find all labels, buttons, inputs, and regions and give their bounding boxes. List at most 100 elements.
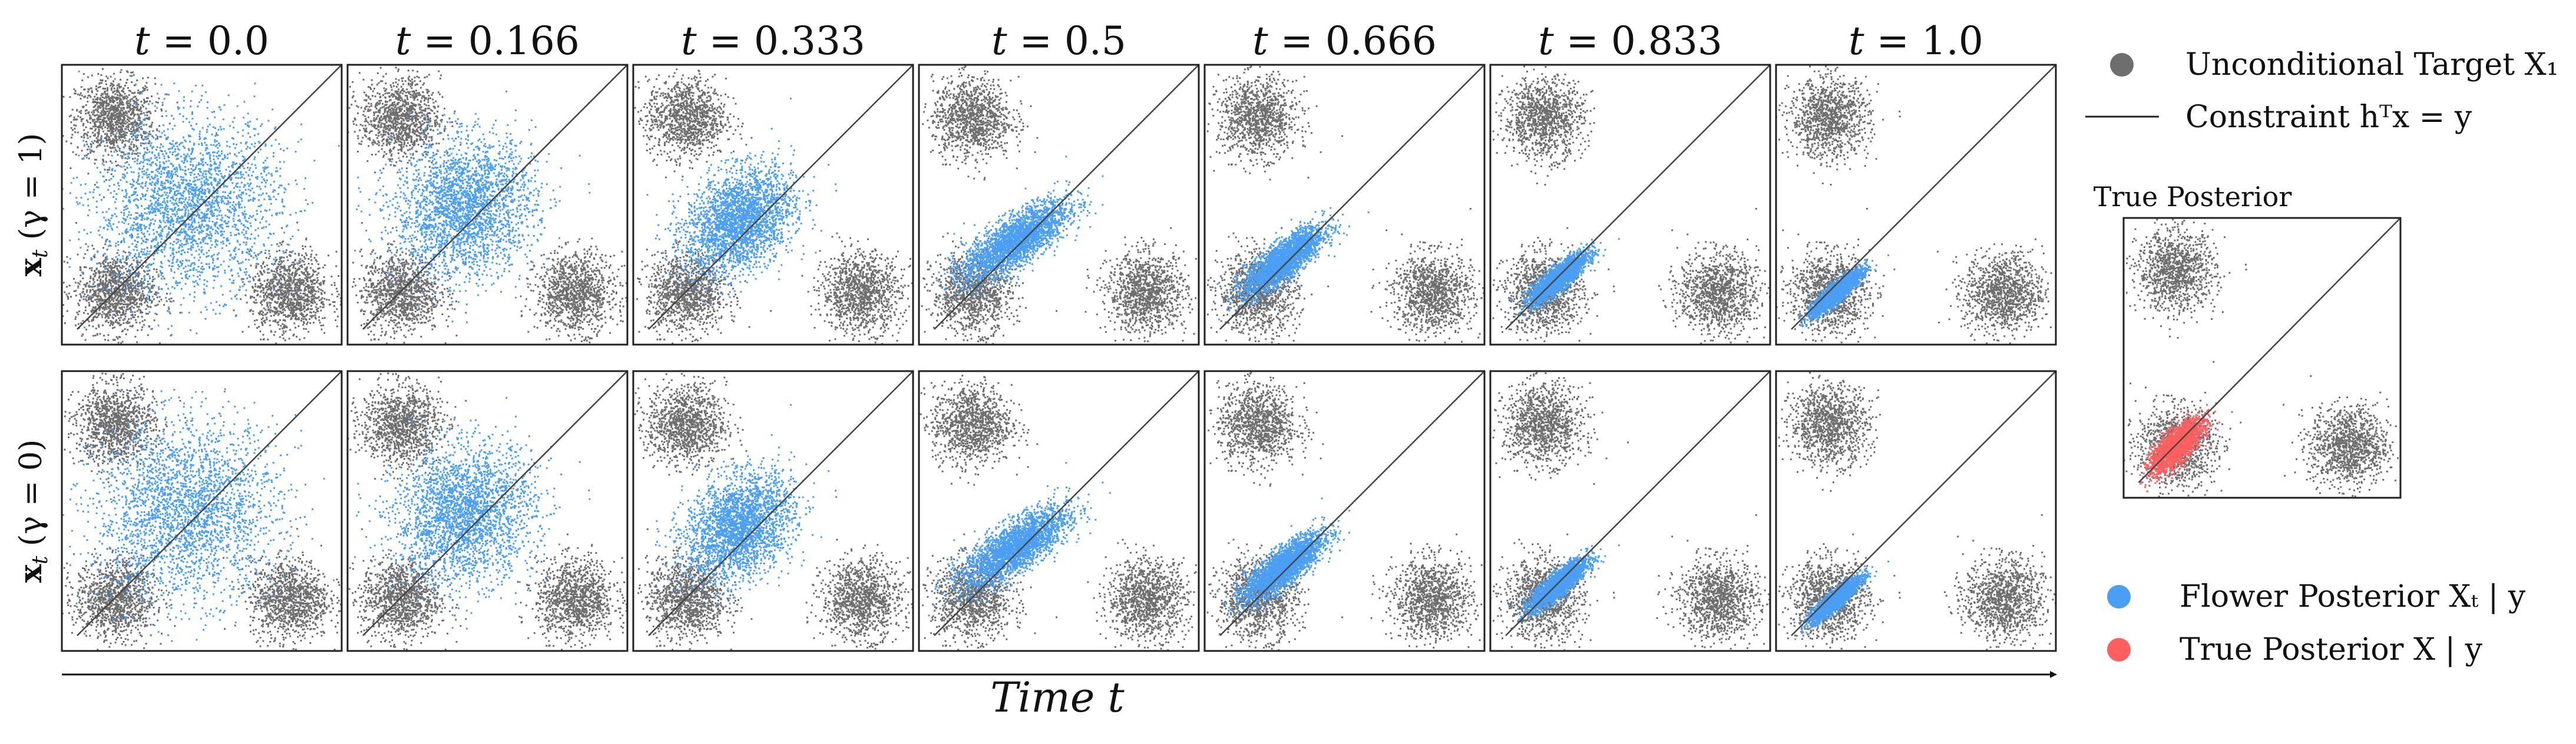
target-samples [1658, 208, 1779, 349]
legend-true-label: True Posterior X | y [2180, 632, 2483, 667]
target-cluster-3 [2283, 375, 2409, 507]
panel-r2-c3-points [619, 371, 947, 662]
target-samples [1944, 514, 2065, 655]
inset-panel [2115, 206, 2409, 507]
target-samples [1937, 239, 2065, 353]
target-cluster-1 [914, 47, 1039, 180]
target-cluster-1 [1489, 58, 1595, 186]
inset-true-posterior: True Posterior [2094, 181, 2410, 507]
panel-r2-c6-points [1484, 359, 1785, 667]
panel-r2-c6 [1484, 359, 1785, 667]
target-cluster-3 [801, 233, 916, 361]
target-cluster-3 [1937, 239, 2065, 353]
panel-r1-c1 [41, 53, 376, 356]
row-label-gamma: (γ = 1) [14, 133, 49, 250]
column-title-value: = 0.166 [411, 18, 580, 64]
target-samples [2116, 206, 2247, 339]
panel-r2-c2 [333, 339, 661, 662]
panel-r2-c4 [905, 353, 1218, 667]
row-label-var: x [13, 564, 49, 583]
target-samples [1488, 359, 1629, 485]
target-cluster-1 [1775, 364, 1881, 492]
column-title-5: t = 0.666 [1252, 18, 1437, 64]
panel-r1-c4 [914, 47, 1219, 361]
column-title-value: = 0.5 [1007, 18, 1126, 64]
panel-r1-c5-points [1198, 52, 1504, 361]
target-cluster-1 [905, 353, 1038, 485]
posterior-samples [43, 364, 385, 660]
panel-r2-c3 [619, 371, 947, 662]
column-title-symbol: t [1252, 18, 1268, 64]
row-label-2: xt (γ = 0) [13, 439, 52, 583]
target-samples [905, 353, 1038, 485]
row-label-sub: t [28, 555, 52, 564]
target-samples [914, 534, 1057, 662]
panel-r1-c4-points [914, 47, 1219, 361]
panel-r1-c7 [1767, 52, 2065, 353]
inset-title: True Posterior [2094, 181, 2292, 213]
target-cluster-1 [53, 359, 187, 484]
target-cluster-3 [1944, 514, 2065, 655]
column-title-3: t = 0.333 [681, 18, 865, 64]
row-label-gamma: (γ = 0) [14, 439, 49, 556]
target-cluster-3 [1656, 514, 1785, 658]
panel-r2-c7-points [1767, 364, 2065, 658]
column-title-1: t = 0.0 [134, 18, 269, 64]
inset-plot [2115, 206, 2409, 507]
column-title-value: = 0.0 [150, 18, 269, 64]
panel-r1-c2-points [333, 33, 661, 355]
target-samples [520, 237, 661, 353]
column-title-7: t = 1.0 [1848, 18, 1983, 64]
legend-flower-marker [2107, 585, 2131, 609]
target-samples [1767, 208, 1896, 352]
panel-r2-c5 [1199, 353, 1504, 667]
target-cluster-1 [1201, 52, 1343, 181]
target-samples [914, 47, 1039, 180]
target-samples [1199, 353, 1324, 487]
panel-r2-c4-points [905, 353, 1218, 667]
target-samples [517, 534, 661, 662]
target-samples [223, 528, 356, 662]
target-samples [806, 539, 947, 660]
target-cluster-2 [914, 534, 1057, 662]
inset-panel-points [2115, 206, 2409, 507]
target-cluster-1 [1199, 353, 1324, 487]
target-samples [628, 227, 772, 356]
column-title-symbol: t [395, 18, 411, 64]
legend-flower-label: Flower Posterior Xₜ | y [2180, 579, 2526, 614]
column-title-symbol: t [681, 18, 697, 64]
column-title-2: t = 0.166 [395, 18, 580, 64]
constraint-line [1791, 65, 2056, 329]
target-samples [1656, 514, 1785, 658]
panel-r1-c1-points [41, 53, 376, 356]
target-cluster-1 [2116, 206, 2247, 339]
panel-r1-c6 [1482, 58, 1780, 352]
panel-r2-c5-points [1199, 353, 1504, 667]
target-samples [801, 233, 916, 361]
legend-true-marker [2107, 638, 2131, 662]
target-samples [619, 373, 747, 475]
row-label-sub: t [28, 249, 52, 258]
column-titles: t = 0.0 t = 0.166 t = 0.333 t = 0.5 t = 0.66… [134, 18, 1983, 64]
legend-bottom: Flower Posterior Xₜ | y True Posterior X… [2107, 579, 2526, 667]
column-title-value: = 0.666 [1268, 18, 1437, 64]
column-title-value: = 0.333 [697, 18, 865, 64]
constraint-line [2139, 218, 2400, 482]
constraint-line [1791, 371, 2056, 636]
target-cluster-3 [806, 539, 947, 660]
legend-target-label: Unconditional Target X₁ [2185, 47, 2559, 82]
target-cluster-3 [1658, 208, 1779, 349]
target-cluster-3 [517, 534, 661, 662]
legend-top: Unconditional Target X₁ Constraint hᵀx =… [2085, 47, 2559, 135]
panel-r2-c2-points [333, 339, 661, 662]
legend-constraint-label: Constraint hᵀx = y [2185, 100, 2472, 135]
column-title-symbol: t [991, 18, 1007, 64]
target-samples [1768, 52, 1901, 186]
column-title-6: t = 0.833 [1538, 18, 1722, 64]
row-label-var: x [13, 257, 49, 276]
target-cluster-3 [520, 237, 661, 353]
target-cluster-3 [232, 221, 375, 355]
row-label-1: xt (γ = 1) [13, 133, 52, 276]
target-samples [2283, 375, 2409, 507]
